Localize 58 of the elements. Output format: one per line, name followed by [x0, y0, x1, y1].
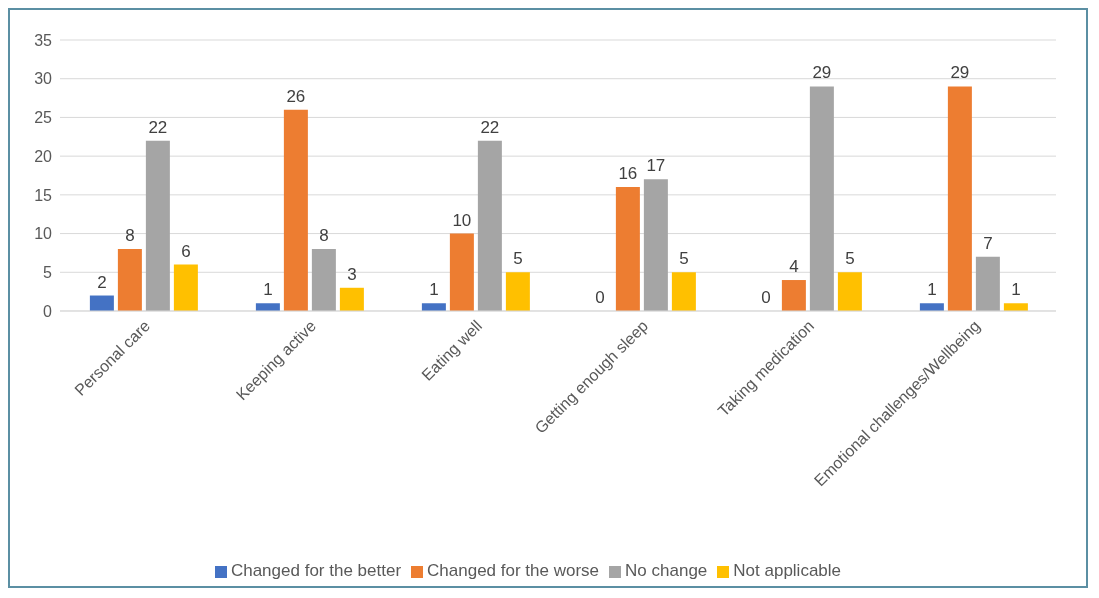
data-label: 0	[761, 287, 771, 307]
y-tick-label: 15	[34, 186, 53, 204]
data-label: 5	[679, 249, 689, 269]
data-label: 26	[286, 86, 306, 106]
y-tick-label: 35	[34, 31, 53, 49]
legend-label: Changed for the worse	[427, 561, 600, 580]
bar	[421, 303, 446, 311]
bar	[89, 295, 114, 311]
data-label: 22	[148, 117, 168, 137]
data-label: 1	[1011, 280, 1021, 300]
data-label: 10	[452, 210, 472, 230]
data-label: 7	[983, 233, 993, 253]
bar	[781, 280, 806, 311]
data-label: 29	[950, 63, 970, 83]
bar	[117, 249, 142, 311]
y-tick-label: 0	[43, 302, 53, 320]
bar	[615, 187, 640, 311]
legend-label: Not applicable	[733, 561, 842, 580]
y-tick-label: 5	[43, 263, 53, 281]
data-label: 1	[927, 280, 937, 300]
bar	[671, 272, 696, 311]
y-tick-label: 20	[34, 147, 53, 165]
legend-label: No change	[625, 561, 708, 580]
legend-label: Changed for the better	[230, 561, 402, 580]
bar	[643, 179, 668, 311]
y-tick-label: 30	[34, 70, 53, 88]
bar	[975, 256, 1000, 311]
bar	[173, 264, 198, 311]
bar	[1003, 303, 1028, 311]
data-label: 3	[347, 264, 357, 284]
bar	[311, 249, 336, 311]
data-label: 17	[646, 156, 666, 176]
bar	[919, 303, 944, 311]
bar	[947, 86, 972, 311]
data-label: 16	[618, 164, 638, 184]
y-tick-label: 25	[34, 109, 53, 127]
bar	[145, 140, 170, 311]
data-label: 6	[181, 241, 191, 261]
bar	[339, 287, 364, 311]
bar	[809, 86, 834, 311]
data-label: 2	[97, 272, 107, 292]
data-label: 0	[595, 287, 605, 307]
data-label: 5	[845, 249, 855, 269]
data-label: 4	[789, 257, 799, 277]
data-label: 5	[513, 249, 523, 269]
bar	[283, 109, 308, 311]
data-label: 1	[429, 280, 439, 300]
bar	[255, 303, 280, 311]
data-label: 29	[812, 63, 832, 83]
data-label: 8	[319, 226, 329, 246]
data-label: 1	[263, 280, 273, 300]
y-tick-label: 10	[34, 225, 53, 243]
bar	[477, 140, 502, 311]
data-label: 8	[125, 226, 135, 246]
bar	[837, 272, 862, 311]
data-label: 22	[480, 117, 500, 137]
bar	[449, 233, 474, 311]
bar	[505, 272, 530, 311]
